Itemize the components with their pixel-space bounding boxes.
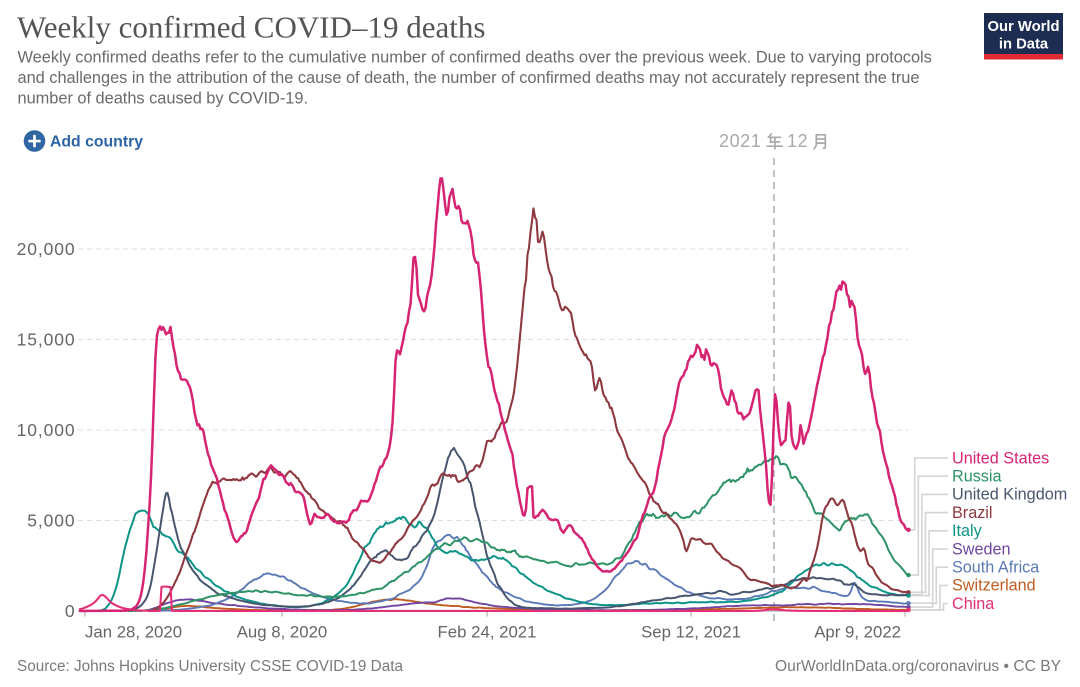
svg-text:Apr 9, 2022: Apr 9, 2022 <box>814 623 901 642</box>
svg-text:Sweden: Sweden <box>952 540 1011 558</box>
svg-text:Our World: Our World <box>987 19 1059 35</box>
svg-text:15,000: 15,000 <box>17 330 76 350</box>
svg-text:and challenges in the attribut: and challenges in the attribution of the… <box>18 69 920 87</box>
svg-text:10,000: 10,000 <box>17 420 76 440</box>
svg-text:2021: 2021 <box>719 131 761 151</box>
svg-text:Jan 28, 2020: Jan 28, 2020 <box>85 623 182 642</box>
svg-text:Brazil: Brazil <box>952 504 992 522</box>
svg-text:20,000: 20,000 <box>17 239 76 259</box>
svg-text:United Kingdom: United Kingdom <box>952 486 1067 504</box>
svg-text:United States: United States <box>952 449 1049 467</box>
svg-text:Weekly confirmed deaths refer: Weekly confirmed deaths refer to the cum… <box>18 49 932 67</box>
svg-text:5,000: 5,000 <box>27 511 75 531</box>
svg-text:Add country: Add country <box>50 134 143 151</box>
svg-text:Sep 12, 2021: Sep 12, 2021 <box>641 623 741 642</box>
svg-text:0: 0 <box>65 601 76 621</box>
svg-text:12: 12 <box>787 131 808 151</box>
svg-text:Russia: Russia <box>952 468 1001 486</box>
svg-text:Switzerland: Switzerland <box>952 577 1036 595</box>
svg-text:OurWorldInData.org/coronavirus: OurWorldInData.org/coronavirus • CC BY <box>775 658 1062 675</box>
svg-text:Italy: Italy <box>952 522 983 540</box>
svg-text:Feb 24, 2021: Feb 24, 2021 <box>438 623 537 642</box>
svg-text:in Data: in Data <box>999 37 1049 53</box>
svg-text:Source: Johns Hopkins Universi: Source: Johns Hopkins University CSSE CO… <box>17 658 403 675</box>
svg-text:China: China <box>952 595 994 613</box>
svg-text:number of deaths caused by COV: number of deaths caused by COVID-19. <box>18 90 308 108</box>
svg-text:Weekly confirmed COVID–19 deat: Weekly confirmed COVID–19 deaths <box>17 10 485 45</box>
svg-text:South Africa: South Africa <box>952 559 1039 577</box>
svg-text:Aug 8, 2020: Aug 8, 2020 <box>237 623 328 642</box>
